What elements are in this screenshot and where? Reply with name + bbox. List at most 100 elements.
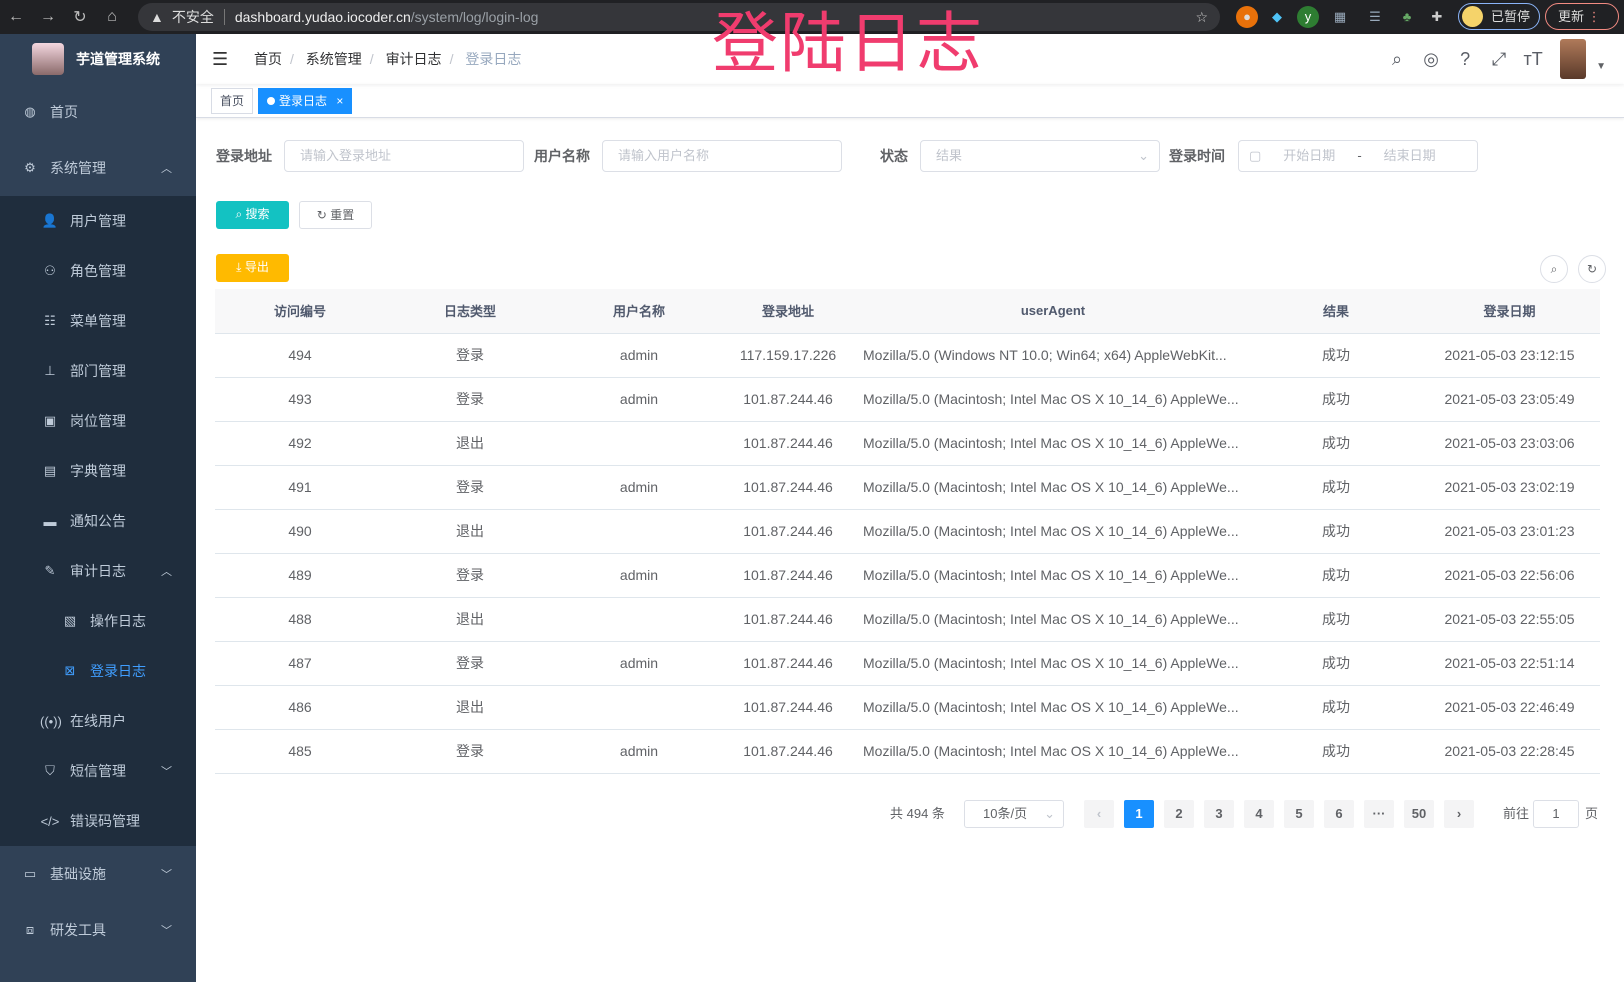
page-button[interactable]: 50 (1404, 800, 1434, 828)
sidebar-item-user[interactable]: 👤 用户管理 (0, 196, 196, 246)
end-date[interactable]: 结束日期 (1383, 148, 1436, 163)
goto-page-input[interactable]: 1 (1533, 800, 1579, 828)
reset-button[interactable]: ↻ 重置 (299, 201, 372, 229)
tag-login-log[interactable]: 登录日志 × (258, 88, 353, 114)
caret-down-icon[interactable]: ▼ (1596, 60, 1606, 72)
page-button[interactable]: 3 (1204, 800, 1234, 828)
address-input[interactable]: 请输入登录地址 (284, 140, 524, 172)
table-row[interactable]: 485 登录 admin 101.87.244.46 Mozilla/5.0 (Maci… (215, 729, 1600, 774)
chevron-down-icon: ⌄ (1138, 148, 1149, 163)
table-row[interactable]: 489 登录 admin 101.87.244.46 Mozilla/5.0 (Maci… (215, 553, 1600, 598)
more-pages-button[interactable]: ··· (1364, 800, 1394, 828)
github-icon[interactable]: ◎ (1423, 48, 1439, 69)
cell-type: 登录 (385, 377, 555, 422)
table-row[interactable]: 490 退出 101.87.244.46 Mozilla/5.0 (Macintosh… (215, 509, 1600, 554)
sidebar-item-tool[interactable]: ⧈ 研发工具 ﹀ (0, 902, 196, 958)
sidebar-item-login-log[interactable]: ⊠ 登录日志 (0, 646, 196, 696)
cell-date: 2021-05-03 23:01:23 (1419, 509, 1600, 554)
puzzle-icon[interactable]: ✚ (1431, 9, 1443, 24)
column-header: 登录地址 (723, 289, 853, 334)
extension-gem-icon[interactable]: ◆ (1272, 9, 1282, 24)
breadcrumb-home[interactable]: 首页 (254, 51, 282, 67)
font-size-icon[interactable]: тT (1523, 48, 1543, 69)
page-size-select[interactable]: 10条/页 ⌄ (964, 800, 1064, 828)
address-bar[interactable]: ▲ 不安全 dashboard.yudao.iocoder.cn/system/… (138, 3, 1220, 31)
refresh-table-icon[interactable]: ↻ (1578, 255, 1606, 283)
extension-grid-icon[interactable]: ▦ (1333, 9, 1347, 24)
table-row[interactable]: 494 登录 admin 117.159.17.226 Mozilla/5.0 (Win… (215, 333, 1600, 378)
bookmark-star-icon[interactable]: ☆ (1195, 8, 1208, 25)
extension-leaf-icon[interactable]: ♣ (1402, 9, 1412, 24)
cell-user-agent: Mozilla/5.0 (Macintosh; Intel Mac OS X 1… (853, 641, 1253, 686)
next-page-button[interactable]: › (1444, 800, 1474, 828)
extension-y-icon[interactable]: y (1297, 6, 1319, 28)
tag-home[interactable]: 首页 (211, 88, 254, 114)
status-select[interactable]: 结果 ⌄ (920, 140, 1160, 172)
page-button[interactable]: 6 (1324, 800, 1354, 828)
page-button[interactable]: 5 (1284, 800, 1314, 828)
profile-button[interactable]: 已暂停 (1458, 3, 1540, 30)
app-title: 芋道管理系统 (76, 51, 160, 67)
label: 通知公告 (70, 513, 126, 529)
sidebar-item-audit-log[interactable]: ✎ 审计日志 ︿ (0, 546, 196, 596)
url-host: dashboard.yudao.iocoder.cn (234, 9, 411, 25)
forward-icon[interactable]: → (40, 8, 56, 25)
sidebar-item-infra[interactable]: ▭ 基础设施 ﹀ (0, 846, 196, 902)
search-button[interactable]: ⌕ 搜索 (216, 201, 289, 229)
reload-icon[interactable]: ↻ (73, 9, 87, 26)
table-row[interactable]: 491 登录 admin 101.87.244.46 Mozilla/5.0 (Maci… (215, 465, 1600, 510)
breadcrumb-audit[interactable]: 审计日志 (385, 51, 442, 67)
column-header: 登录日期 (1419, 289, 1600, 334)
cell-type: 退出 (385, 685, 555, 730)
close-icon[interactable]: × (336, 94, 344, 108)
date-range-picker[interactable]: ▢ 开始日期 - 结束日期 (1238, 140, 1478, 172)
extension-list-icon[interactable]: ☰ (1369, 9, 1381, 24)
page-button[interactable]: 2 (1164, 800, 1194, 828)
tree-icon: ⊥ (44, 363, 56, 378)
help-icon[interactable]: ? (1460, 48, 1471, 69)
cell-ip: 101.87.244.46 (723, 685, 853, 730)
prev-page-button[interactable]: ‹ (1084, 800, 1114, 828)
toggle-search-icon[interactable]: ⌕ (1540, 255, 1568, 283)
column-header: 访问编号 (215, 289, 385, 334)
label: 登录日志 (90, 663, 146, 679)
extension-icon[interactable]: ● (1236, 6, 1258, 28)
sidebar-item-operate-log[interactable]: ▧ 操作日志 (0, 596, 196, 646)
label: 在线用户 (70, 713, 126, 729)
page-button[interactable]: 1 (1124, 800, 1154, 828)
table-row[interactable]: 487 登录 admin 101.87.244.46 Mozilla/5.0 (Maci… (215, 641, 1600, 686)
sidebar-item-system[interactable]: ⚙ 系统管理 ︿ (0, 140, 196, 196)
sidebar-item-dict[interactable]: ▤ 字典管理 (0, 446, 196, 496)
sidebar-logo[interactable]: 芋道管理系统 (0, 34, 196, 84)
username-input[interactable]: 请输入用户名称 (602, 140, 842, 172)
hamburger-icon[interactable]: ☰ (212, 48, 229, 69)
sidebar-item-dept[interactable]: ⊥ 部门管理 (0, 346, 196, 396)
update-button[interactable]: 更新 ⋮ (1545, 3, 1619, 30)
breadcrumb-system[interactable]: 系统管理 (305, 51, 362, 67)
cell-date: 2021-05-03 23:12:15 (1419, 333, 1600, 378)
avatar[interactable] (1560, 39, 1587, 79)
cell-username: admin (555, 465, 723, 510)
sidebar-item-post[interactable]: ▣ 岗位管理 (0, 396, 196, 446)
home-icon[interactable]: ⌂ (107, 8, 117, 25)
fullscreen-icon[interactable]: ⤢ (1491, 48, 1507, 69)
sidebar-item-menu[interactable]: ☷ 菜单管理 (0, 296, 196, 346)
table-row[interactable]: 488 退出 101.87.244.46 Mozilla/5.0 (Macintosh… (215, 597, 1600, 642)
table-row[interactable]: 493 登录 admin 101.87.244.46 Mozilla/5.0 (Maci… (215, 377, 1600, 422)
page-button[interactable]: 4 (1244, 800, 1274, 828)
sidebar-item-sms[interactable]: ⛉ 短信管理 ﹀ (0, 746, 196, 796)
cell-id: 485 (215, 729, 385, 774)
table-row[interactable]: 486 退出 101.87.244.46 Mozilla/5.0 (Macintosh… (215, 685, 1600, 730)
sidebar-item-error-code[interactable]: </> 错误码管理 (0, 796, 196, 846)
sidebar-item-online-user[interactable]: ((•)) 在线用户 (0, 696, 196, 746)
search-icon[interactable]: ⌕ (1392, 48, 1403, 69)
export-button[interactable]: ⤓ 导出 (216, 254, 289, 282)
table-row[interactable]: 492 退出 101.87.244.46 Mozilla/5.0 (Macintosh… (215, 421, 1600, 466)
sidebar-item-notice[interactable]: ▬ 通知公告 (0, 496, 196, 546)
sidebar-item-role[interactable]: ⚇ 角色管理 (0, 246, 196, 296)
sidebar-item-home[interactable]: ◍ 首页 (0, 84, 196, 140)
start-date[interactable]: 开始日期 (1283, 148, 1336, 163)
cell-type: 登录 (385, 641, 555, 686)
warning-icon: ▲ (150, 9, 164, 25)
back-icon[interactable]: ← (8, 8, 24, 25)
